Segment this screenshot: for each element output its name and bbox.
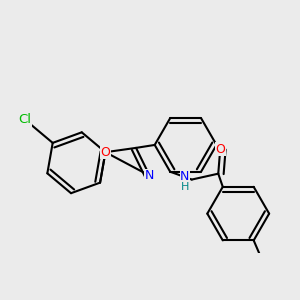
Text: N: N (145, 169, 154, 182)
Text: H: H (181, 182, 189, 192)
Text: O: O (215, 142, 225, 156)
Text: O: O (100, 146, 110, 159)
Text: Cl: Cl (18, 113, 32, 126)
Text: N: N (180, 170, 190, 183)
